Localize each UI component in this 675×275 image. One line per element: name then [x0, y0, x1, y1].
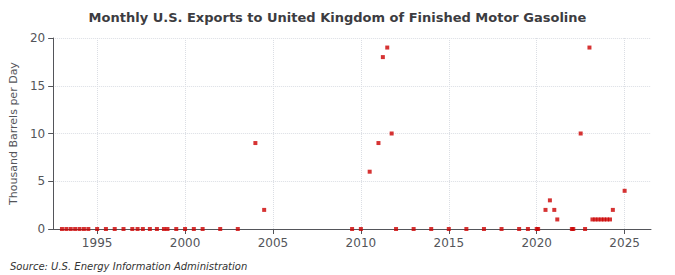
svg-text:1995: 1995 [82, 236, 113, 250]
svg-text:10: 10 [30, 127, 45, 141]
svg-text:20: 20 [30, 31, 45, 45]
svg-text:Monthly U.S. Exports to United: Monthly U.S. Exports to United Kingdom o… [89, 10, 587, 25]
svg-text:0: 0 [38, 222, 46, 236]
svg-text:2015: 2015 [434, 236, 465, 250]
svg-text:2000: 2000 [170, 236, 201, 250]
svg-text:15: 15 [30, 79, 45, 93]
svg-text:Thousand Barrels per Day: Thousand Barrels per Day [7, 62, 20, 206]
svg-text:2025: 2025 [609, 236, 640, 250]
svg-text:2020: 2020 [521, 236, 552, 250]
svg-text:Source: U.S. Energy Informatio: Source: U.S. Energy Information Administ… [10, 261, 247, 272]
svg-text:5: 5 [38, 174, 46, 188]
svg-text:2005: 2005 [258, 236, 289, 250]
svg-text:2010: 2010 [346, 236, 377, 250]
